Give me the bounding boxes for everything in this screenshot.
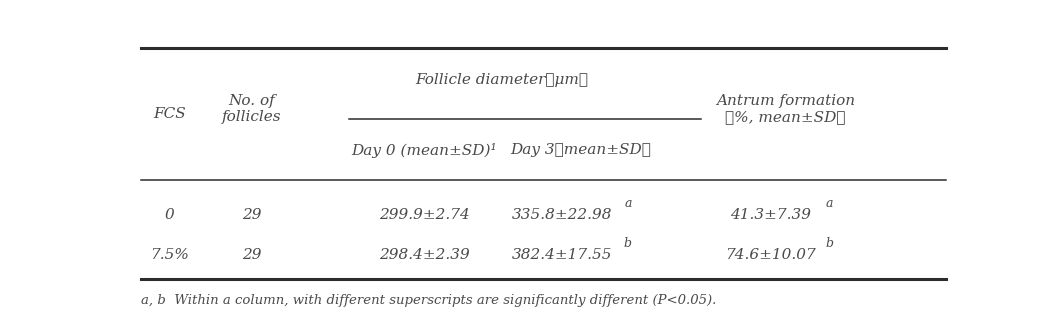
Text: 7.5%: 7.5%	[151, 249, 189, 263]
Text: 299.9±2.74: 299.9±2.74	[378, 208, 470, 222]
Text: 41.3±7.39: 41.3±7.39	[730, 208, 811, 222]
Text: 29: 29	[242, 249, 262, 263]
Text: 0: 0	[164, 208, 174, 222]
Text: 29: 29	[242, 208, 262, 222]
Text: Antrum formation
（%, mean±SD）: Antrum formation （%, mean±SD）	[717, 94, 855, 124]
Text: b: b	[624, 237, 632, 250]
Text: a, b  Within a column, with different superscripts are significantly different (: a, b Within a column, with different sup…	[141, 294, 717, 307]
Text: No. of
follicles: No. of follicles	[222, 94, 282, 124]
Text: 335.8±22.98: 335.8±22.98	[512, 208, 613, 222]
Text: 298.4±2.39: 298.4±2.39	[378, 249, 470, 263]
Text: b: b	[825, 237, 833, 250]
Text: FCS: FCS	[153, 107, 186, 121]
Text: Day 0 (mean±SD)¹: Day 0 (mean±SD)¹	[351, 143, 497, 158]
Text: 74.6±10.07: 74.6±10.07	[725, 249, 816, 263]
Text: Day 3（mean±SD）: Day 3（mean±SD）	[510, 143, 651, 157]
Text: a: a	[826, 197, 833, 210]
Text: Follicle diameter（μm）: Follicle diameter（μm）	[416, 73, 588, 87]
Text: a: a	[624, 197, 632, 210]
Text: 382.4±17.55: 382.4±17.55	[512, 249, 613, 263]
